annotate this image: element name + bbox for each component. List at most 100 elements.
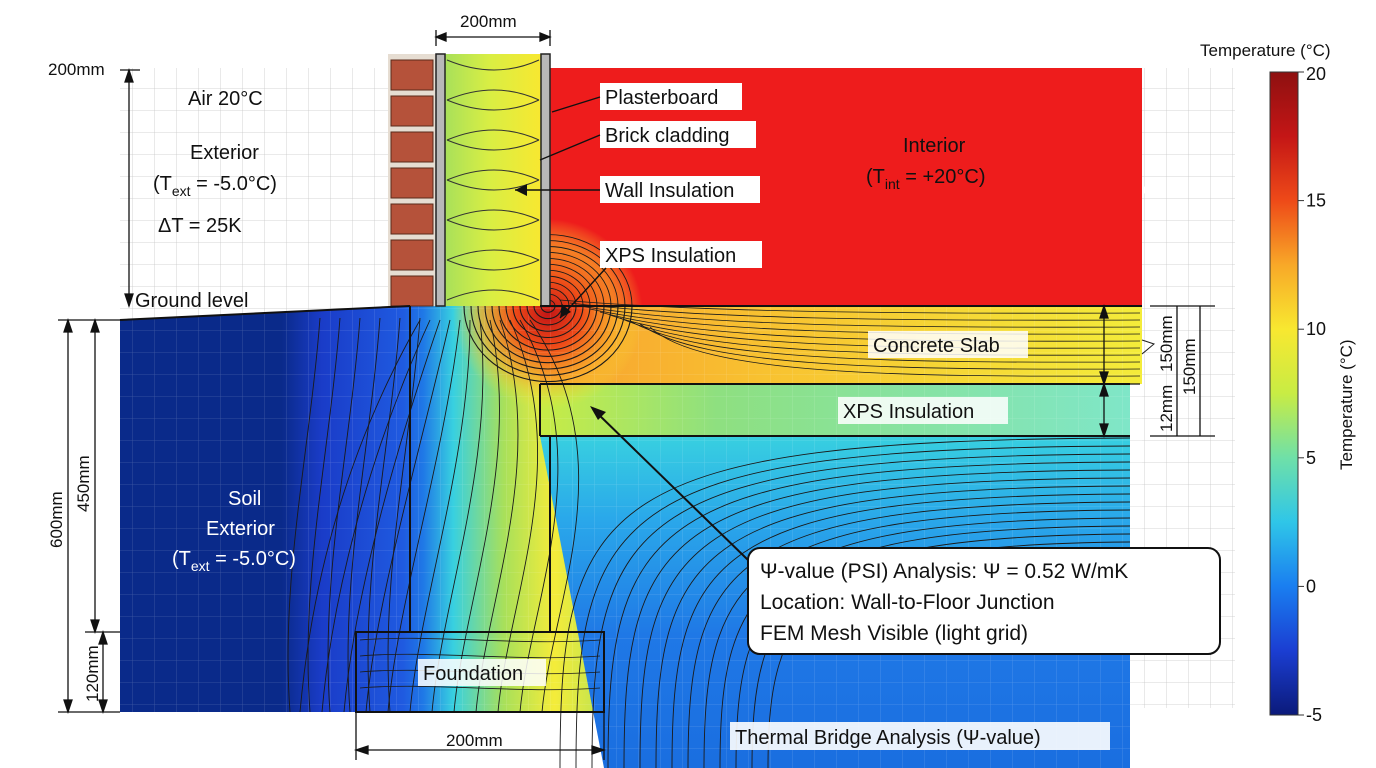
svg-text:Brick cladding: Brick cladding xyxy=(605,125,730,147)
isotherm xyxy=(540,305,556,313)
isotherm xyxy=(519,305,577,332)
isotherm xyxy=(649,326,1141,377)
isotherm xyxy=(671,493,1131,768)
brick xyxy=(390,275,434,307)
dim-top-wall: 200mm xyxy=(460,12,517,31)
isotherm xyxy=(569,302,1141,321)
isotherm xyxy=(655,485,1131,768)
dimension-lines xyxy=(58,30,1215,760)
ground-level-label: Ground level xyxy=(135,290,248,312)
callout-concrete-slab: Concrete Slab xyxy=(868,331,1028,358)
dim-120: 120mm xyxy=(83,645,102,702)
isotherm xyxy=(599,311,1141,342)
isotherm xyxy=(533,305,563,320)
break-mark xyxy=(1142,186,1156,194)
isotherm xyxy=(491,305,605,357)
brick-cladding xyxy=(388,54,436,307)
psi-line-1: Ψ-value (PSI) Analysis: Ψ = 0.52 W/mK xyxy=(760,560,1128,583)
isotherm xyxy=(639,323,1141,370)
isotherm xyxy=(359,637,601,643)
isotherm xyxy=(343,319,441,713)
wall-insulation-region xyxy=(445,54,541,306)
callout-thermal-bridge: Thermal Bridge Analysis (Ψ-value) xyxy=(730,722,1110,750)
isotherm xyxy=(299,319,421,713)
isotherm xyxy=(591,453,1131,768)
svg-text:Wall Insulation: Wall Insulation xyxy=(605,180,734,202)
isotherm xyxy=(409,319,471,713)
isotherm xyxy=(359,653,601,659)
svg-text:Foundation: Foundation xyxy=(423,663,523,685)
isotherm xyxy=(607,461,1131,768)
air-label: Air 20°C xyxy=(188,88,263,110)
isotherm xyxy=(327,317,361,713)
brick xyxy=(390,239,434,271)
colorbar-tick-label: 10 xyxy=(1306,319,1326,339)
soil-temp: (Text = -5.0°C) xyxy=(172,548,296,574)
soil-label: Soil xyxy=(228,488,261,510)
callout-brick-cladding: Brick cladding xyxy=(539,121,756,161)
isotherm xyxy=(484,305,612,364)
colorbar-axis-label: Temperature (°C) xyxy=(1337,339,1356,470)
delta-t-label: ΔT = 25K xyxy=(158,215,242,237)
wall-lining xyxy=(435,53,446,307)
isotherm xyxy=(287,317,321,713)
colorbar-tick-label: 20 xyxy=(1306,64,1326,84)
isotherm xyxy=(579,305,1141,328)
isotherm xyxy=(505,305,591,345)
callout-wall-insulation: Wall Insulation xyxy=(515,176,760,203)
isotherm xyxy=(365,319,451,713)
isotherm xyxy=(359,685,601,691)
dim-12: 12mm xyxy=(1157,385,1176,432)
dim-left-top: 200mm xyxy=(48,60,105,79)
dim-bottom: 200mm xyxy=(446,731,503,750)
isotherm xyxy=(623,469,1131,768)
isotherm xyxy=(512,305,584,338)
colorbar-tick-label: 15 xyxy=(1306,191,1326,211)
dim-600: 600mm xyxy=(47,491,66,548)
isotherm xyxy=(463,305,633,383)
dim-150-a: 150mm xyxy=(1157,315,1176,372)
isotherm xyxy=(639,477,1131,768)
isotherm xyxy=(367,317,401,713)
dim-150-b: 150mm xyxy=(1180,338,1199,395)
isotherm xyxy=(387,317,421,713)
svg-text:Plasterboard: Plasterboard xyxy=(605,87,718,109)
structure-outlines xyxy=(119,305,1142,713)
colorbar-ticks: 20 15 10 5 0 -5 xyxy=(1298,64,1326,725)
exterior-title: Exterior xyxy=(190,142,259,164)
brick xyxy=(390,203,434,235)
isotherm xyxy=(609,314,1141,349)
exterior-temp: (Text = -5.0°C) xyxy=(153,173,277,199)
svg-text:XPS Insulation: XPS Insulation xyxy=(843,401,974,423)
isotherm xyxy=(347,317,381,713)
isotherm xyxy=(559,299,1141,314)
isotherm xyxy=(575,445,1131,768)
svg-text:Thermal Bridge Analysis (Ψ-val: Thermal Bridge Analysis (Ψ-value) xyxy=(735,727,1041,749)
isotherm xyxy=(387,319,461,713)
isotherm xyxy=(321,319,431,713)
interior-title: Interior xyxy=(903,135,966,157)
isotherm xyxy=(629,320,1141,363)
callout-plasterboard: Plasterboard xyxy=(551,83,742,113)
isotherm xyxy=(529,319,580,713)
psi-line-2: Location: Wall-to-Floor Junction xyxy=(760,591,1055,614)
colorbar-tick-label: 5 xyxy=(1306,448,1316,468)
isotherm xyxy=(470,305,626,376)
psi-line-3: FEM Mesh Visible (light grid) xyxy=(760,622,1028,645)
interior-temp: (Tint = +20°C) xyxy=(866,166,986,192)
plasterboard xyxy=(540,53,551,307)
colorbar-tick-label: 0 xyxy=(1306,576,1316,596)
isotherm xyxy=(559,437,1131,768)
brick xyxy=(390,167,434,199)
svg-text:Concrete Slab: Concrete Slab xyxy=(873,335,1000,357)
isotherm xyxy=(619,317,1141,356)
isotherm xyxy=(307,317,341,713)
isotherm xyxy=(589,308,1141,335)
svg-text:XPS Insulation: XPS Insulation xyxy=(605,245,736,267)
colorbar: Temperature (°C) 20 15 10 5 0 -5 Temperature … xyxy=(1200,41,1356,725)
brick xyxy=(390,95,434,127)
brick xyxy=(390,59,434,91)
colorbar-gradient xyxy=(1269,71,1299,716)
